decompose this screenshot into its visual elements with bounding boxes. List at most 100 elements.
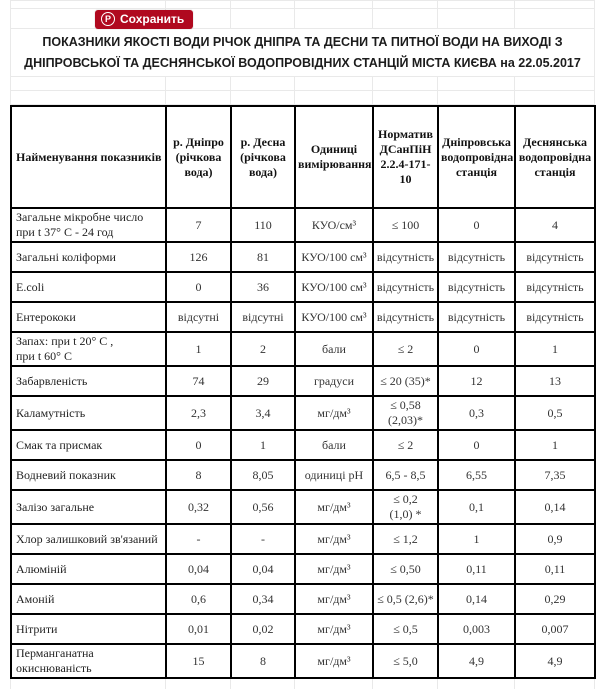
header-row: Найменування показників р. Дніпро (річко…	[10, 105, 596, 209]
desna-station-value-cell: відсутність	[514, 301, 596, 333]
norm-cell: 6,5 - 8,5	[372, 459, 439, 491]
desna-river-value-cell: відсутні	[230, 301, 296, 333]
table-row: E.coli 0 36 КУО/100 см³ відсутність відс…	[10, 271, 596, 303]
dnipro-river-value-cell: відсутні	[165, 301, 232, 333]
dnipro-river-value-cell: 8	[165, 459, 232, 491]
column-header-dnipro-station: Дніпровська водопровідна станція	[437, 105, 516, 209]
indicator-name-cell: Ентерококи	[10, 301, 167, 333]
column-header-desna-river: р. Десна (річкова вода)	[230, 105, 296, 209]
desna-river-value-cell: 81	[230, 241, 296, 273]
units-cell: мг/дм³	[294, 613, 374, 645]
norm-cell: відсутність	[372, 301, 439, 333]
indicator-name-cell: Водневий показник	[10, 459, 167, 491]
pinterest-save-button[interactable]: P Сохранить	[95, 10, 194, 29]
page-title: ПОКАЗНИКИ ЯКОСТІ ВОДИ РІЧОК ДНІПРА ТА ДЕ…	[10, 28, 595, 77]
water-quality-table: Найменування показників р. Дніпро (річко…	[10, 105, 596, 679]
dnipro-station-value-cell: 0,14	[437, 583, 516, 615]
desna-station-value-cell: 0,11	[514, 553, 596, 585]
desna-river-value-cell: 1	[230, 429, 296, 461]
desna-river-value-cell: 0,34	[230, 583, 296, 615]
grid-row	[10, 76, 595, 91]
desna-station-value-cell: 1	[514, 429, 596, 461]
dnipro-river-value-cell: 0	[165, 271, 232, 303]
dnipro-station-value-cell: 0,1	[437, 489, 516, 525]
pinterest-icon: P	[101, 12, 115, 26]
desna-station-value-cell: відсутність	[514, 271, 596, 303]
column-header-indicator-name: Найменування показників	[10, 105, 167, 209]
units-cell: одиниці рН	[294, 459, 374, 491]
page: { "pinterest": { "save_label": "Сохранит…	[10, 0, 596, 689]
dnipro-station-value-cell: 0,11	[437, 553, 516, 585]
desna-station-value-cell: відсутність	[514, 241, 596, 273]
pinterest-save-label: Сохранить	[120, 12, 185, 26]
indicator-name-cell: Залізо загальне	[10, 489, 167, 525]
units-cell: мг/дм³	[294, 583, 374, 615]
dnipro-station-value-cell: 0	[437, 331, 516, 367]
dnipro-river-value-cell: 0,6	[165, 583, 232, 615]
desna-station-value-cell: 7,35	[514, 459, 596, 491]
column-header-desna-station: Деснянська водопровідна станція	[514, 105, 596, 209]
desna-river-value-cell: 110	[230, 207, 296, 243]
norm-cell: ≤ 2	[372, 331, 439, 367]
dnipro-river-value-cell: 2,3	[165, 395, 232, 431]
norm-cell: ≤ 0,2 (1,0) *	[372, 489, 439, 525]
units-cell: мг/дм³	[294, 395, 374, 431]
units-cell: мг/дм³	[294, 523, 374, 555]
table-row: Запах: при t 20° С , при t 60° С 1 2 бал…	[10, 331, 596, 367]
desna-station-value-cell: 0,007	[514, 613, 596, 645]
norm-cell: відсутність	[372, 271, 439, 303]
dnipro-station-value-cell: відсутність	[437, 241, 516, 273]
desna-river-value-cell: 2	[230, 331, 296, 367]
table-row: Ентерококи відсутні відсутні КУО/100 см³…	[10, 301, 596, 333]
indicator-name-cell: Амоній	[10, 583, 167, 615]
column-header-dnipro-river: р. Дніпро (річкова вода)	[165, 105, 232, 209]
table-row: Загальне мікробне число при t 37° С - 24…	[10, 207, 596, 243]
table-row: Хлор залишковий зв'язаний - - мг/дм³ ≤ 1…	[10, 523, 596, 555]
units-cell: КУО/100 см³	[294, 241, 374, 273]
desna-station-value-cell: 1	[514, 331, 596, 367]
norm-cell: ≤ 2	[372, 429, 439, 461]
dnipro-river-value-cell: 1	[165, 331, 232, 367]
dnipro-station-value-cell: 0	[437, 207, 516, 243]
indicator-name-cell: Хлор залишковий зв'язаний	[10, 523, 167, 555]
table-row: Загальні коліформи 126 81 КУО/100 см³ ві…	[10, 241, 596, 273]
table-row: Каламутність 2,3 3,4 мг/дм³ ≤ 0,58 (2,03…	[10, 395, 596, 431]
dnipro-station-value-cell: відсутність	[437, 271, 516, 303]
desna-station-value-cell: 0,5	[514, 395, 596, 431]
dnipro-river-value-cell: 0,01	[165, 613, 232, 645]
desna-river-value-cell: -	[230, 523, 296, 555]
indicator-name-cell: Загальне мікробне число при t 37° С - 24…	[10, 207, 167, 243]
desna-river-value-cell: 29	[230, 365, 296, 397]
dnipro-station-value-cell: 12	[437, 365, 516, 397]
units-cell: мг/дм³	[294, 553, 374, 585]
norm-cell: ≤ 1,2	[372, 523, 439, 555]
table-row: Забарвленість 74 29 градуси ≤ 20 (35)* 1…	[10, 365, 596, 397]
indicator-name-cell: Забарвленість	[10, 365, 167, 397]
dnipro-river-value-cell: 74	[165, 365, 232, 397]
dnipro-station-value-cell: 6,55	[437, 459, 516, 491]
table-row: Алюміній 0,04 0,04 мг/дм³ ≤ 0,50 0,11 0,…	[10, 553, 596, 585]
norm-cell: ≤ 0,5 (2,6)*	[372, 583, 439, 615]
norm-cell: ≤ 100	[372, 207, 439, 243]
desna-river-value-cell: 0,56	[230, 489, 296, 525]
norm-cell: ≤ 0,58 (2,03)*	[372, 395, 439, 431]
dnipro-station-value-cell: 0	[437, 429, 516, 461]
desna-river-value-cell: 8,05	[230, 459, 296, 491]
grid-row	[10, 0, 595, 9]
dnipro-station-value-cell: 0,003	[437, 613, 516, 645]
desna-river-value-cell: 3,4	[230, 395, 296, 431]
dnipro-station-value-cell: відсутність	[437, 301, 516, 333]
desna-station-value-cell: 13	[514, 365, 596, 397]
indicator-name-cell: Запах: при t 20° С , при t 60° С	[10, 331, 167, 367]
units-cell: градуси	[294, 365, 374, 397]
dnipro-river-value-cell: 0	[165, 429, 232, 461]
column-header-norm: Норматив ДСанПіН 2.2.4-171-10	[372, 105, 439, 209]
norm-cell: відсутність	[372, 241, 439, 273]
title-row: ПОКАЗНИКИ ЯКОСТІ ВОДИ РІЧОК ДНІПРА ТА ДЕ…	[10, 28, 595, 77]
desna-station-value-cell: 0,14	[514, 489, 596, 525]
dnipro-station-value-cell: 1	[437, 523, 516, 555]
bottom-grid	[10, 679, 595, 689]
dnipro-station-value-cell: 0,3	[437, 395, 516, 431]
desna-river-value-cell: 0,04	[230, 553, 296, 585]
indicator-name-cell: Загальні коліформи	[10, 241, 167, 273]
